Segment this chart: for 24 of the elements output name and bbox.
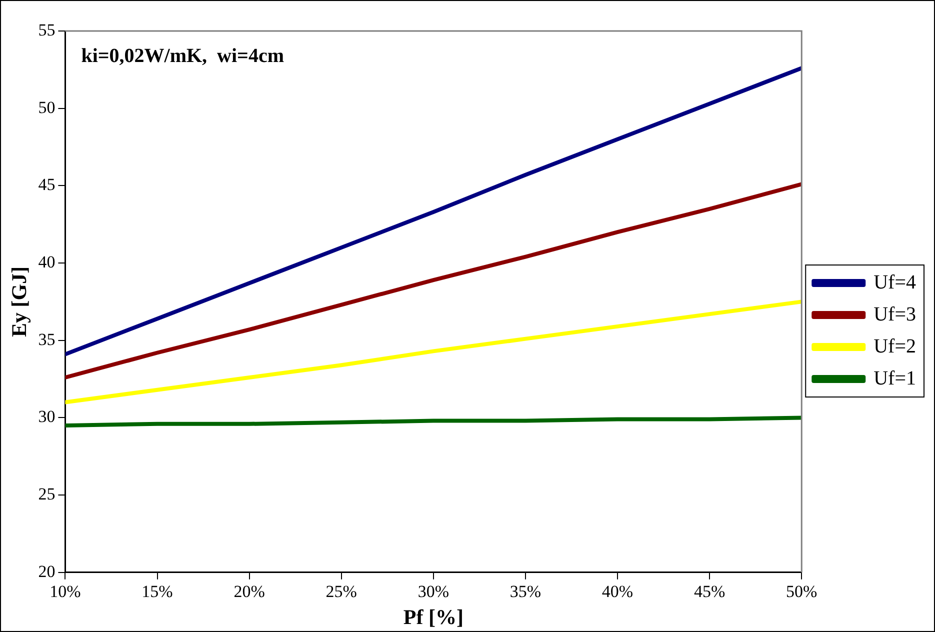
y-tick-label: 20 [38,562,56,581]
y-tick-label: 40 [38,252,56,272]
x-tick-label: 50% [786,582,818,602]
x-tick-label: 30% [418,582,449,602]
annotation: ki=0,02W/mK, wi=4cm [81,45,284,68]
x-tick-label: 25% [326,582,357,602]
y-tick-label: 50 [38,98,56,117]
x-tick-label: 40% [602,582,634,602]
x-tick-label: 10% [50,582,81,602]
legend-label: Uf=4 [874,271,916,294]
x-tick-label: 20% [234,582,265,602]
x-tick-label: 35% [510,582,542,602]
y-tick-label: 55 [38,20,56,40]
x-tick-label: 45% [694,582,726,602]
legend-label: Uf=1 [874,367,916,390]
y-tick-label: 45 [38,175,56,194]
x-axis-title: Pf [%] [403,604,464,629]
legend-label: Uf=3 [874,303,916,326]
y-axis-title: Ey [GJ] [7,266,32,337]
x-tick-label: 15% [142,582,173,602]
y-tick-label: 35 [38,330,56,349]
legend-label: Uf=2 [874,335,916,358]
y-tick-label: 30 [38,407,56,426]
y-tick-label: 25 [38,484,56,504]
